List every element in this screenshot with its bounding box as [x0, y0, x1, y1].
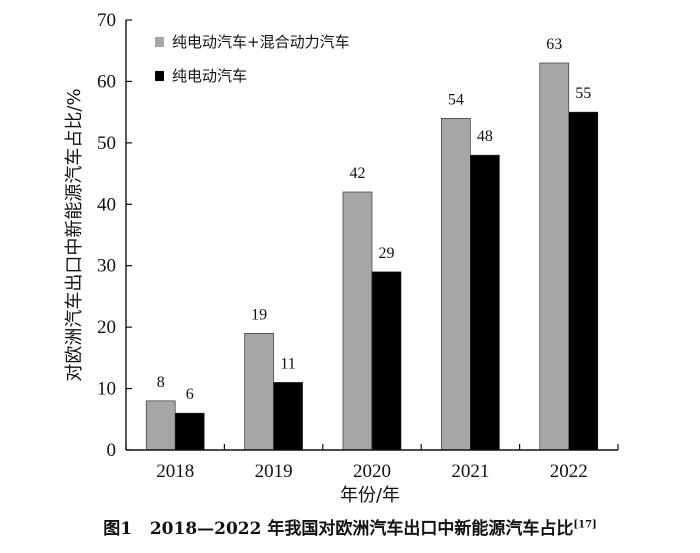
data-label: 63 — [546, 36, 562, 53]
figure-number: 图1 — [103, 519, 133, 539]
legend-swatch — [155, 71, 164, 81]
bar-total-2020 — [342, 191, 373, 451]
legend-swatch — [155, 37, 164, 47]
y-tick-label: 60 — [97, 71, 116, 92]
bar-bev-2022 — [568, 111, 599, 451]
bar-bev-2018 — [174, 412, 205, 451]
x-tick-label: 2018 — [156, 461, 194, 482]
bar-total-2018 — [145, 400, 176, 451]
data-label: 29 — [379, 245, 395, 262]
x-tick-label: 2020 — [353, 461, 391, 482]
data-label: 54 — [448, 91, 464, 108]
data-label: 6 — [186, 386, 194, 403]
legend-label: 纯电动汽车+混合动力汽车 — [172, 33, 350, 51]
y-tick-label: 40 — [97, 194, 116, 215]
y-axis-title: 对欧洲汽车出口中新能源汽车占比/% — [64, 88, 85, 381]
bar-bev-2019 — [273, 382, 303, 451]
bar-total-2019 — [244, 332, 274, 451]
figure-caption-text: 2018—2022 年我国对欧洲汽车出口中新能源汽车占比 — [149, 519, 574, 539]
data-label: 8 — [157, 374, 165, 391]
bar-bev-2021 — [470, 154, 500, 451]
citation-marker: [17] — [573, 519, 597, 531]
y-tick-label: 0 — [107, 440, 117, 461]
y-tick-label: 70 — [97, 10, 116, 31]
x-axis: 2018 2019 2020 2021 2022 — [125, 444, 619, 482]
data-label: 19 — [251, 306, 267, 323]
y-tick-label: 10 — [97, 379, 116, 400]
y-tick-label: 20 — [97, 317, 116, 338]
x-tick-label: 2019 — [255, 461, 293, 482]
x-axis-title: 年份/年 — [340, 485, 400, 506]
legend-label: 纯电动汽车 — [172, 67, 247, 85]
data-label: 55 — [575, 85, 591, 102]
x-tick-label: 2021 — [451, 461, 489, 482]
bar-total-2021 — [441, 117, 471, 451]
y-tick-label: 30 — [97, 256, 116, 277]
y-axis: 0 10 20 30 40 50 60 70 — [97, 10, 132, 461]
bar-total-2022 — [539, 62, 570, 451]
figure-caption: 图1 2018—2022 年我国对欧洲汽车出口中新能源汽车占比[17] — [0, 514, 700, 539]
y-tick-label: 50 — [97, 133, 116, 154]
bar-bev-2020 — [371, 271, 402, 451]
data-label: 11 — [280, 355, 295, 372]
data-label: 42 — [350, 165, 366, 182]
x-tick-label: 2022 — [550, 461, 588, 482]
bars-group: 8 6 19 11 42 29 54 48 63 55 — [145, 36, 599, 451]
data-label: 48 — [477, 128, 493, 145]
